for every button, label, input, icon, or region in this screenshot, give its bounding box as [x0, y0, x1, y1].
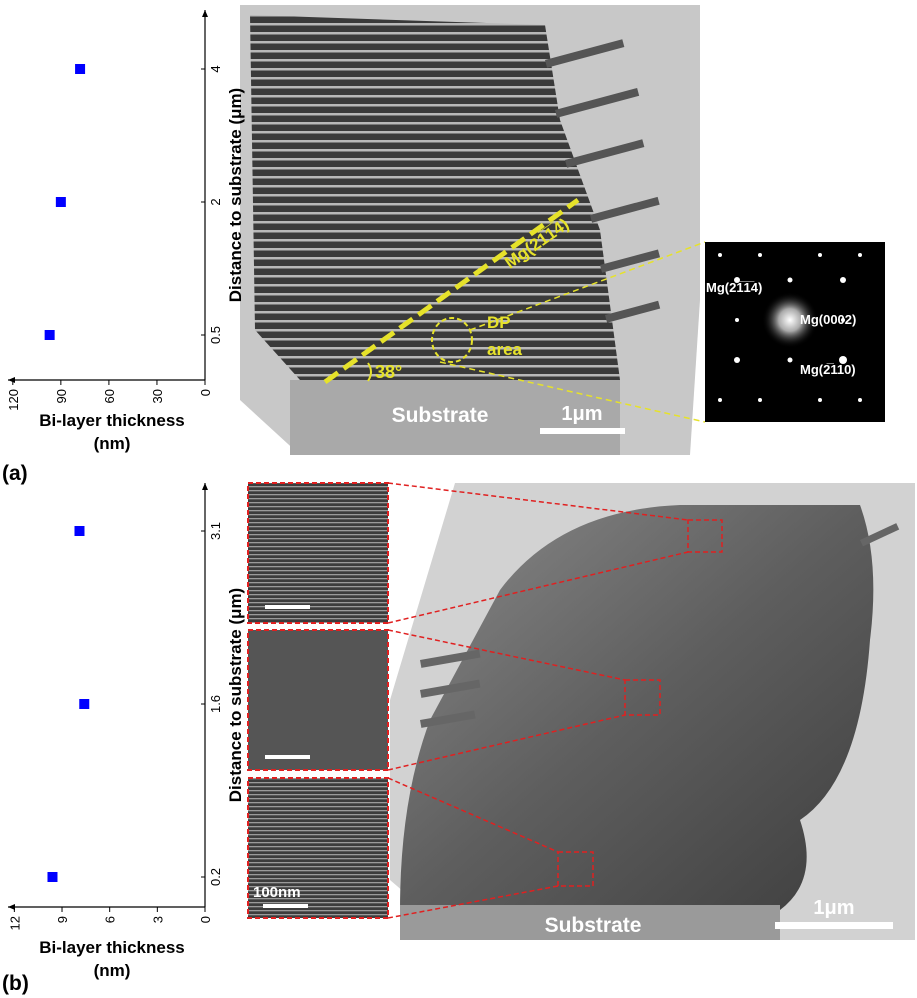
micrograph-b: 100nm Substrate 1μm	[247, 482, 915, 940]
scale-label: 1μm	[813, 897, 854, 919]
x-tick-label: 60	[102, 389, 117, 403]
scale-bar	[775, 922, 893, 929]
insets: 100nm	[247, 482, 389, 919]
inset	[247, 629, 389, 771]
x-tick-label: 30	[150, 389, 165, 403]
x-axis-arrow	[8, 904, 15, 910]
data-point	[79, 699, 90, 709]
multilayer	[250, 15, 620, 380]
dp-label: area	[487, 340, 523, 359]
micrograph-a: Mg(21̅1̅4) 38° DP area Substrate 1μm	[240, 5, 706, 455]
inset	[247, 482, 389, 624]
film	[400, 505, 874, 910]
x-tick-label: 3	[150, 916, 165, 923]
y-axis-arrow	[202, 10, 208, 17]
dp-spots	[718, 253, 862, 402]
diffraction-pattern: Mg(21̅1̅4) Mg(0002) Mg(2̅110)	[705, 242, 885, 422]
scale-bar	[265, 755, 310, 759]
x-tick-label: 12	[7, 916, 22, 930]
x-axis-label: (nm)	[94, 434, 131, 453]
angle-arc	[367, 362, 372, 382]
data-point	[74, 526, 85, 536]
substrate-label: Substrate	[392, 404, 489, 427]
data-point	[47, 872, 58, 882]
y-tick-label: 4	[208, 65, 223, 72]
substrate-region	[400, 905, 780, 940]
y-axis-label: Distance to substrate (μm)	[226, 588, 245, 802]
plane-line	[323, 197, 580, 385]
spot-label: Mg(0002)	[800, 312, 856, 327]
y-axis-label: Distance to substrate (μm)	[226, 88, 245, 302]
substrate-label: Substrate	[545, 914, 642, 937]
dp-label: DP	[487, 313, 511, 332]
x-tick-label: 0	[198, 389, 213, 396]
panel-label: (a)	[2, 462, 28, 485]
substrate-region	[290, 380, 620, 455]
spot-label: Mg(21̅1̅4)	[706, 280, 762, 295]
fins	[545, 39, 661, 323]
y-tick-label: 0.5	[208, 326, 223, 344]
scale-label: 1μm	[561, 403, 602, 425]
dp-area-marker	[431, 317, 473, 363]
inset-scale-label: 100nm	[253, 884, 301, 901]
scale-bar	[540, 428, 625, 434]
zoom-box	[557, 851, 594, 887]
data-point	[75, 64, 86, 74]
spot-label: Mg(2̅110)	[800, 362, 856, 377]
x-axis-label: Bi-layer thickness	[39, 938, 185, 957]
zoom-box	[624, 679, 661, 716]
scale-bar	[263, 904, 308, 908]
data-point	[44, 330, 55, 340]
zoom-box	[687, 519, 723, 553]
y-tick-label: 1.6	[208, 695, 223, 713]
connector	[469, 241, 706, 331]
scale-bar	[265, 605, 310, 609]
inset	[247, 777, 389, 919]
x-axis-arrow	[8, 377, 15, 383]
x-tick-label: 6	[103, 916, 118, 923]
panel-label: (b)	[2, 972, 29, 995]
connector	[439, 361, 706, 423]
y-tick-label: 0.2	[208, 868, 223, 886]
fins	[419, 523, 900, 728]
x-axis-label: Bi-layer thickness	[39, 411, 185, 430]
y-tick-label: 3.1	[208, 522, 223, 540]
dp-center	[762, 292, 818, 348]
data-point	[55, 197, 66, 207]
x-tick-label: 0	[198, 916, 213, 923]
y-axis-arrow	[202, 483, 208, 490]
angle-label: 38°	[375, 362, 402, 382]
x-tick-label: 9	[55, 916, 70, 923]
x-tick-label: 120	[6, 389, 21, 411]
y-tick-label: 2	[208, 198, 223, 205]
connectors	[387, 482, 689, 919]
x-tick-label: 90	[54, 389, 69, 403]
x-axis-label: (nm)	[94, 961, 131, 980]
